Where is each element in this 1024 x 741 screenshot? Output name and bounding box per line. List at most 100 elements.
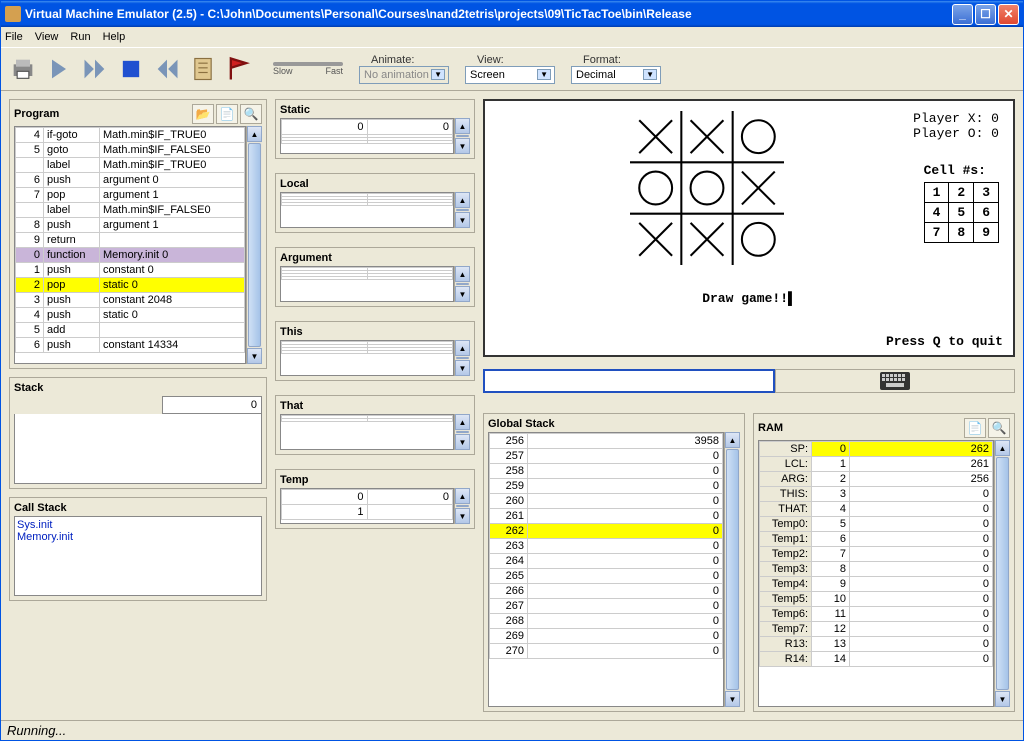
segment-row[interactable]: 00 [282, 120, 453, 135]
gs-row[interactable]: 2670 [490, 599, 723, 614]
program-row[interactable]: 5add [16, 323, 245, 338]
gs-row[interactable]: 2630 [490, 539, 723, 554]
ram-row[interactable]: ARG:2256 [760, 472, 993, 487]
ram-search-icon[interactable]: 🔍 [988, 418, 1010, 438]
flag-icon[interactable] [225, 55, 253, 83]
print-icon[interactable] [9, 55, 37, 83]
gs-row[interactable]: 2580 [490, 464, 723, 479]
program-row[interactable]: 4pushstatic 0 [16, 308, 245, 323]
ram-row[interactable]: Temp7:120 [760, 622, 993, 637]
argument-scrollbar[interactable]: ▲▼ [454, 266, 470, 302]
program-row[interactable]: labelMath.min$IF_TRUE0 [16, 158, 245, 173]
that-scrollbar[interactable]: ▲▼ [454, 414, 470, 450]
fast-forward-icon[interactable] [81, 55, 109, 83]
local-scrollbar[interactable]: ▲▼ [454, 192, 470, 228]
binoculars-icon[interactable]: 🔍 [240, 104, 262, 124]
scroll-down-icon[interactable]: ▼ [247, 348, 262, 364]
program-row[interactable]: 5gotoMath.min$IF_FALSE0 [16, 143, 245, 158]
ram-row[interactable]: Temp1:60 [760, 532, 993, 547]
minimize-button[interactable]: _ [952, 4, 973, 25]
ram-row[interactable]: Temp5:100 [760, 592, 993, 607]
new-file-icon[interactable]: 📄 [216, 104, 238, 124]
menubar: File View Run Help [1, 27, 1023, 47]
ram-row[interactable]: Temp3:80 [760, 562, 993, 577]
callstack-item[interactable]: Memory.init [17, 531, 259, 543]
open-folder-icon[interactable]: 📂 [192, 104, 214, 124]
ram-row[interactable]: THIS:30 [760, 487, 993, 502]
temp-scrollbar[interactable]: ▲▼ [454, 488, 470, 524]
program-row[interactable]: 2popstatic 0 [16, 278, 245, 293]
ram-row[interactable]: SP:0262 [760, 442, 993, 457]
ram-new-icon[interactable]: 📄 [964, 418, 986, 438]
gs-row[interactable]: 2610 [490, 509, 723, 524]
ram-row[interactable]: Temp6:110 [760, 607, 993, 622]
scroll-thumb[interactable] [248, 143, 261, 347]
stop-icon[interactable] [117, 55, 145, 83]
program-row[interactable]: 4if-gotoMath.min$IF_TRUE0 [16, 128, 245, 143]
animate-combo[interactable]: No animation [359, 66, 449, 84]
callstack-item[interactable]: Sys.init [17, 519, 259, 531]
step-forward-icon[interactable] [45, 55, 73, 83]
close-button[interactable]: ✕ [998, 4, 1019, 25]
gs-row[interactable]: 2570 [490, 449, 723, 464]
menu-view[interactable]: View [35, 31, 59, 43]
menu-file[interactable]: File [5, 31, 23, 43]
format-combo[interactable]: Decimal [571, 66, 661, 84]
segment-row[interactable]: 1 [282, 505, 453, 520]
window-title: Virtual Machine Emulator (2.5) - C:\John… [25, 7, 952, 21]
segment-row[interactable] [282, 419, 453, 422]
gs-row[interactable]: 2650 [490, 569, 723, 584]
ram-scrollbar[interactable]: ▲ ▼ [994, 440, 1010, 707]
segment-row[interactable] [282, 277, 453, 280]
program-row[interactable]: 6pushconstant 14334 [16, 338, 245, 353]
gs-row[interactable]: 2600 [490, 494, 723, 509]
ram-row[interactable]: THAT:40 [760, 502, 993, 517]
program-row[interactable]: 0functionMemory.init 0 [16, 248, 245, 263]
maximize-button[interactable]: ☐ [975, 4, 996, 25]
menu-help[interactable]: Help [103, 31, 126, 43]
this-scrollbar[interactable]: ▲▼ [454, 340, 470, 376]
format-label: Format: [583, 54, 661, 66]
program-row[interactable]: 9return [16, 233, 245, 248]
view-combo[interactable]: Screen [465, 66, 555, 84]
temp-panel: Temp 001 ▲▼ [275, 469, 475, 529]
gs-row[interactable]: 2563958 [490, 434, 723, 449]
segment-row[interactable] [282, 351, 453, 354]
speed-slider[interactable]: SlowFast [273, 62, 343, 76]
program-panel: Program 📂 📄 🔍 4if-gotoMath.min$IF_TRUE05… [9, 99, 267, 369]
script-icon[interactable] [189, 55, 217, 83]
gs-row[interactable]: 2620 [490, 524, 723, 539]
static-scrollbar[interactable]: ▲▼ [454, 118, 470, 154]
segment-row[interactable] [282, 203, 453, 206]
gs-row[interactable]: 2640 [490, 554, 723, 569]
menu-run[interactable]: Run [70, 31, 90, 43]
segment-row[interactable]: 00 [282, 490, 453, 505]
gs-row[interactable]: 2590 [490, 479, 723, 494]
program-row[interactable]: 3pushconstant 2048 [16, 293, 245, 308]
program-row[interactable]: labelMath.min$IF_FALSE0 [16, 203, 245, 218]
program-scrollbar[interactable]: ▲ ▼ [246, 126, 262, 364]
rewind-icon[interactable] [153, 55, 181, 83]
callstack-list: Sys.initMemory.init [14, 516, 262, 596]
program-row[interactable]: 1pushconstant 0 [16, 263, 245, 278]
segment-row[interactable] [282, 141, 453, 144]
ram-row[interactable]: R14:140 [760, 652, 993, 667]
gs-row[interactable]: 2680 [490, 614, 723, 629]
ram-row[interactable]: Temp0:50 [760, 517, 993, 532]
program-row[interactable]: 8pushargument 1 [16, 218, 245, 233]
ram-row[interactable]: Temp2:70 [760, 547, 993, 562]
static-panel: Static 00 ▲▼ [275, 99, 475, 159]
gs-row[interactable]: 2700 [490, 644, 723, 659]
keyboard-input[interactable] [483, 369, 775, 393]
gs-scrollbar[interactable]: ▲ ▼ [724, 432, 740, 707]
ram-row[interactable]: LCL:1261 [760, 457, 993, 472]
ram-row[interactable]: Temp4:90 [760, 577, 993, 592]
statusbar: Running... [1, 720, 1023, 740]
gs-row[interactable]: 2660 [490, 584, 723, 599]
program-row[interactable]: 6pushargument 0 [16, 173, 245, 188]
program-row[interactable]: 7popargument 1 [16, 188, 245, 203]
scroll-up-icon[interactable]: ▲ [247, 126, 262, 142]
ram-row[interactable]: R13:130 [760, 637, 993, 652]
gs-row[interactable]: 2690 [490, 629, 723, 644]
quit-message: Press Q to quit [886, 334, 1003, 349]
